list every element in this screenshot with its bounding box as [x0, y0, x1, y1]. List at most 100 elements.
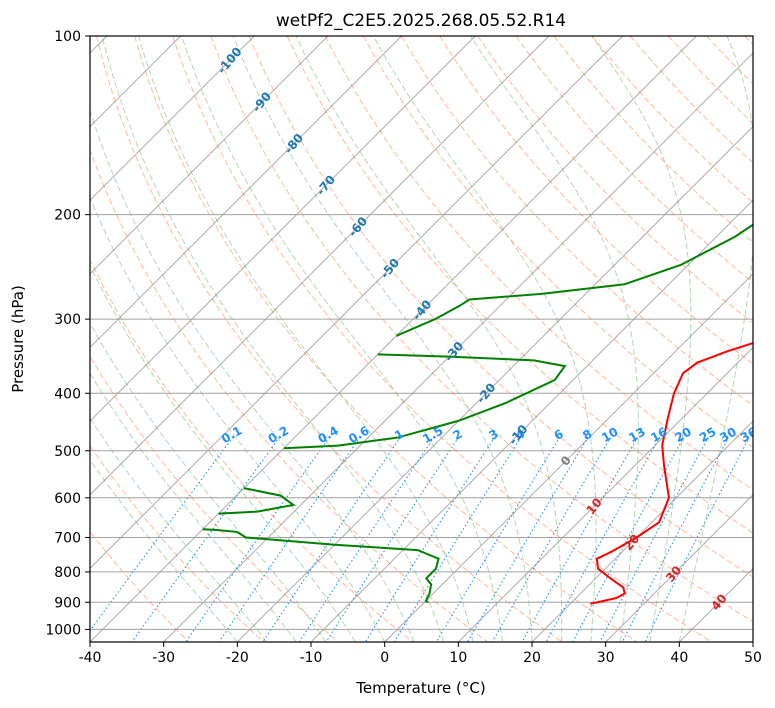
mixing-ratio-label: 1.5: [420, 423, 445, 446]
x-tick-label: -10: [300, 650, 323, 666]
x-tick-label: 50: [744, 650, 762, 666]
y-tick-label: 300: [54, 312, 81, 328]
y-tick-label: 100: [54, 29, 81, 45]
moist-adiabat: [90, 108, 415, 642]
mixing-ratio-line: [644, 440, 749, 642]
isotherm: [752, 641, 753, 642]
mixing-ratio-line: [90, 439, 232, 632]
moist-adiabat: [591, 36, 692, 642]
x-tick-label: -30: [152, 650, 175, 666]
x-tick-label: -20: [226, 650, 249, 666]
y-tick-label: 500: [54, 444, 81, 460]
dry-adiabat: [515, 36, 753, 284]
isotherm: [531, 420, 753, 642]
x-tick-label: -40: [79, 650, 102, 666]
dewpoint-trace: [202, 528, 440, 604]
moist-adiabat: [101, 36, 445, 642]
dry-adiabat: [248, 36, 753, 578]
y-tick-label: 900: [54, 595, 81, 611]
dry-adiabat: [553, 36, 753, 243]
isotherm: [90, 36, 255, 201]
moist-adiabat: [181, 36, 504, 642]
isotherm: [163, 52, 753, 642]
moist-adiabat: [90, 372, 297, 642]
dry-adiabat: [90, 258, 414, 642]
mixing-ratio-label: 10: [599, 425, 620, 445]
mixing-ratio-label: 0.1: [219, 423, 244, 446]
dewpoint-4-trace: [395, 223, 753, 337]
moist-adiabat: [90, 322, 327, 642]
mixing-ratio-label: 36: [738, 425, 759, 445]
isotherm: [90, 36, 476, 422]
dry-adiabat: [591, 36, 753, 204]
mixing-ratio-line: [364, 439, 494, 642]
dry-adiabat: [172, 36, 713, 642]
y-tick-label: 800: [54, 565, 81, 581]
isotherm: [605, 494, 753, 642]
plot-frame: [89, 35, 754, 643]
mixing-ratio-label: 2: [450, 427, 464, 443]
pressure-gridlines: [90, 36, 753, 630]
x-axis-label: Temperature (°C): [355, 679, 485, 697]
mixing-ratio-label: 25: [697, 425, 718, 445]
y-tick-label: 700: [54, 531, 81, 547]
isotherm: [90, 36, 550, 496]
mixing-ratio-line: [131, 439, 278, 642]
mixing-ratio-label: 0.2: [266, 423, 291, 446]
x-tick-label: 0: [380, 650, 389, 666]
mixing-ratio-line: [325, 439, 458, 642]
x-tick-label: 10: [449, 650, 467, 666]
dry-adiabat: [134, 36, 638, 642]
isotherm: [236, 125, 753, 642]
isotherm: [90, 36, 402, 349]
dry-adiabat: [362, 36, 753, 448]
mixing-ratio-label: 0.6: [346, 423, 371, 446]
moist-adiabat: [232, 36, 533, 642]
dry-adiabat: [401, 36, 753, 406]
moist-adiabat: [138, 36, 474, 642]
dewpoint-2-trace: [218, 487, 296, 515]
y-tick-label: 200: [54, 208, 81, 224]
moist-adiabat: [372, 36, 597, 642]
axes: -40 -30 -20 -10 0 10 20 30 40 50 100 200 300 400 500 60…: [45, 29, 762, 666]
y-tick-label: 1000: [45, 622, 81, 638]
dry-adiabat: [439, 36, 753, 365]
dewpoint-3-trace: [283, 353, 567, 450]
moist-adiabat: [295, 36, 563, 642]
moist-adiabat: [90, 459, 238, 642]
dry-adiabat: [629, 36, 753, 164]
y-axis-label: Pressure (hPa): [9, 285, 27, 393]
isotherm: [90, 36, 623, 570]
dry-adiabat: [477, 36, 753, 324]
mixing-ratio-label: 13: [626, 425, 647, 445]
mixing-ratio-line: [298, 439, 433, 642]
moist-adiabat: [90, 196, 386, 642]
dry-adiabat: [96, 36, 563, 642]
mixing-ratio-line: [393, 439, 520, 642]
isotherm: [90, 36, 329, 275]
dry-adiabat: [90, 530, 190, 642]
mixing-ratio-line: [185, 439, 328, 642]
moist-adiabat: [90, 264, 356, 642]
y-tick-label: 600: [54, 491, 81, 507]
mixing-ratio-label: 0.4: [315, 423, 340, 446]
dry-adiabat: [668, 36, 753, 124]
mixing-ratio-line: [262, 439, 399, 642]
x-tick-label: 30: [597, 650, 615, 666]
isotherm: [457, 346, 753, 642]
background-lines: [90, 36, 753, 642]
x-tick-label: 20: [523, 650, 541, 666]
mixing-ratio-line: [521, 439, 637, 642]
mixing-ratio-line: [599, 440, 708, 642]
mixing-ratio-line: [491, 439, 610, 642]
dry-adiabat: [90, 148, 488, 642]
mixing-ratio-line: [435, 439, 559, 642]
mixing-ratio-label: 30: [717, 425, 738, 445]
dry-adiabat: [90, 445, 264, 642]
sounding-traces: [202, 223, 753, 605]
isotherm: [310, 199, 753, 642]
mixing-ratio-line: [545, 439, 659, 642]
chart-title: wetPf2_C2E5.2025.268.05.52.R14: [276, 11, 566, 31]
mixing-ratio-label: 20: [672, 425, 693, 445]
